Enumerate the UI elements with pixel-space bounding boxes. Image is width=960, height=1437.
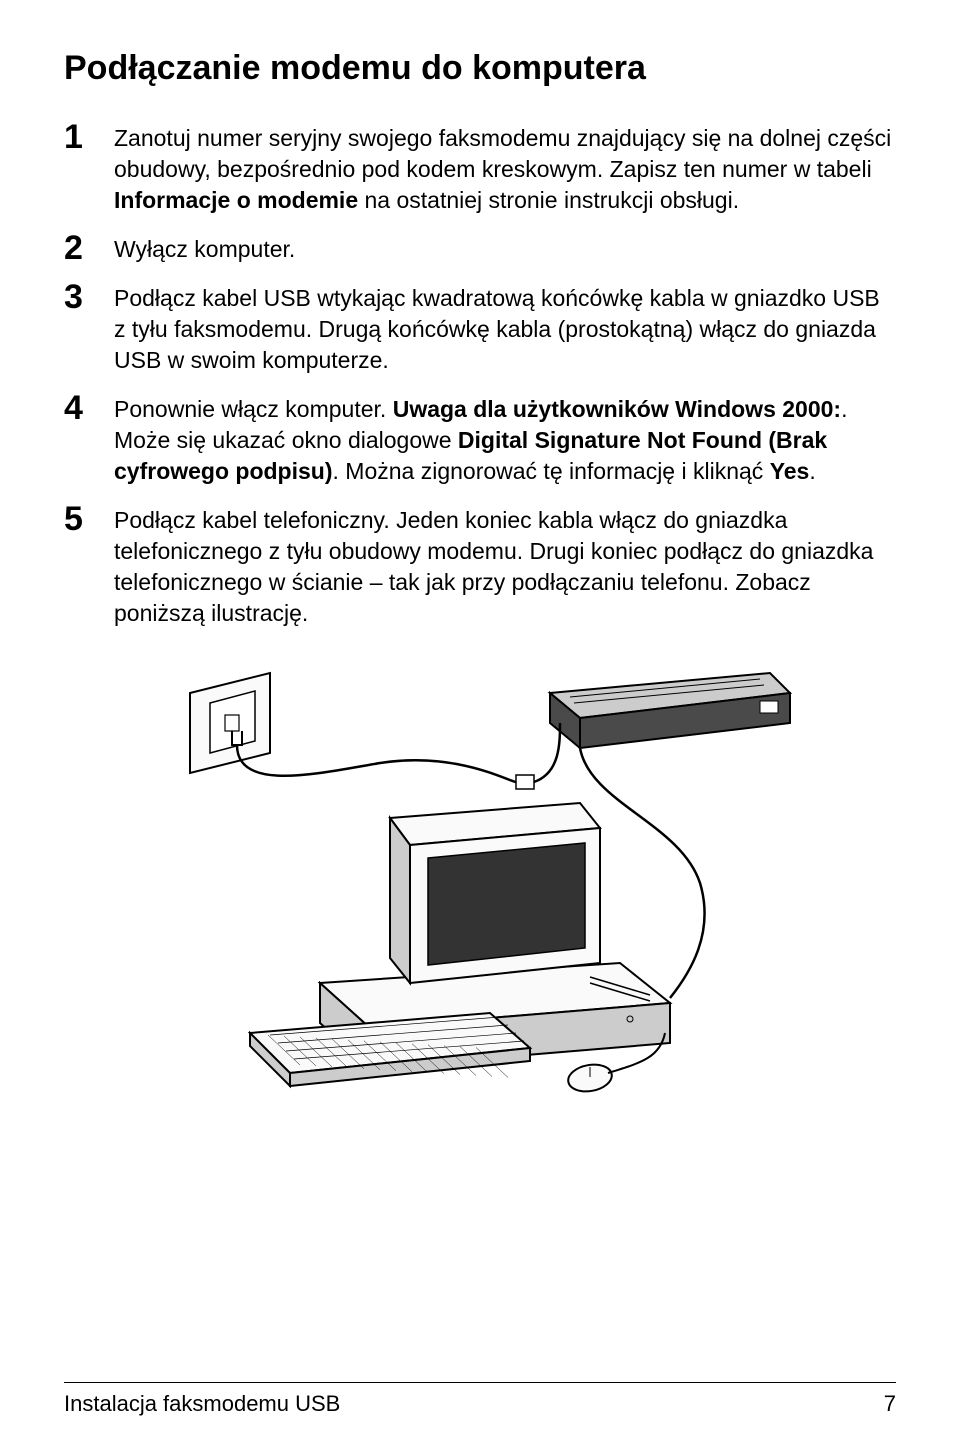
step-number: 5: [64, 499, 96, 538]
page-title: Podłączanie modemu do komputera: [64, 48, 896, 89]
step-text: Podłącz kabel USB wtykając kwadratową ko…: [114, 277, 896, 386]
step: 1 Zanotuj numer seryjny swojego faksmodem…: [64, 117, 896, 226]
step-number: 2: [64, 228, 96, 267]
footer-page-number: 7: [884, 1391, 896, 1417]
footer-left: Instalacja faksmodemu USB: [64, 1391, 340, 1417]
step: 3 Podłącz kabel USB wtykając kwadratową k…: [64, 277, 896, 386]
step-text: Podłącz kabel telefoniczny. Jeden koniec…: [114, 499, 896, 639]
step-number: 4: [64, 388, 96, 427]
step: 2 Wyłącz komputer.: [64, 228, 896, 275]
step-text: Wyłącz komputer.: [114, 228, 896, 275]
step-text: Zanotuj numer seryjny swojego faksmodemu…: [114, 117, 896, 226]
step-number: 1: [64, 117, 96, 156]
connection-illustration: [160, 663, 800, 1093]
step-number: 3: [64, 277, 96, 316]
step: 5 Podłącz kabel telefoniczny. Jeden konie…: [64, 499, 896, 639]
step: 4 Ponownie włącz komputer. Uwaga dla użyt…: [64, 388, 896, 497]
steps-list: 1 Zanotuj numer seryjny swojego faksmodem…: [64, 117, 896, 640]
page-footer: Instalacja faksmodemu USB 7: [64, 1382, 896, 1417]
step-text: Ponownie włącz komputer. Uwaga dla użytk…: [114, 388, 896, 497]
